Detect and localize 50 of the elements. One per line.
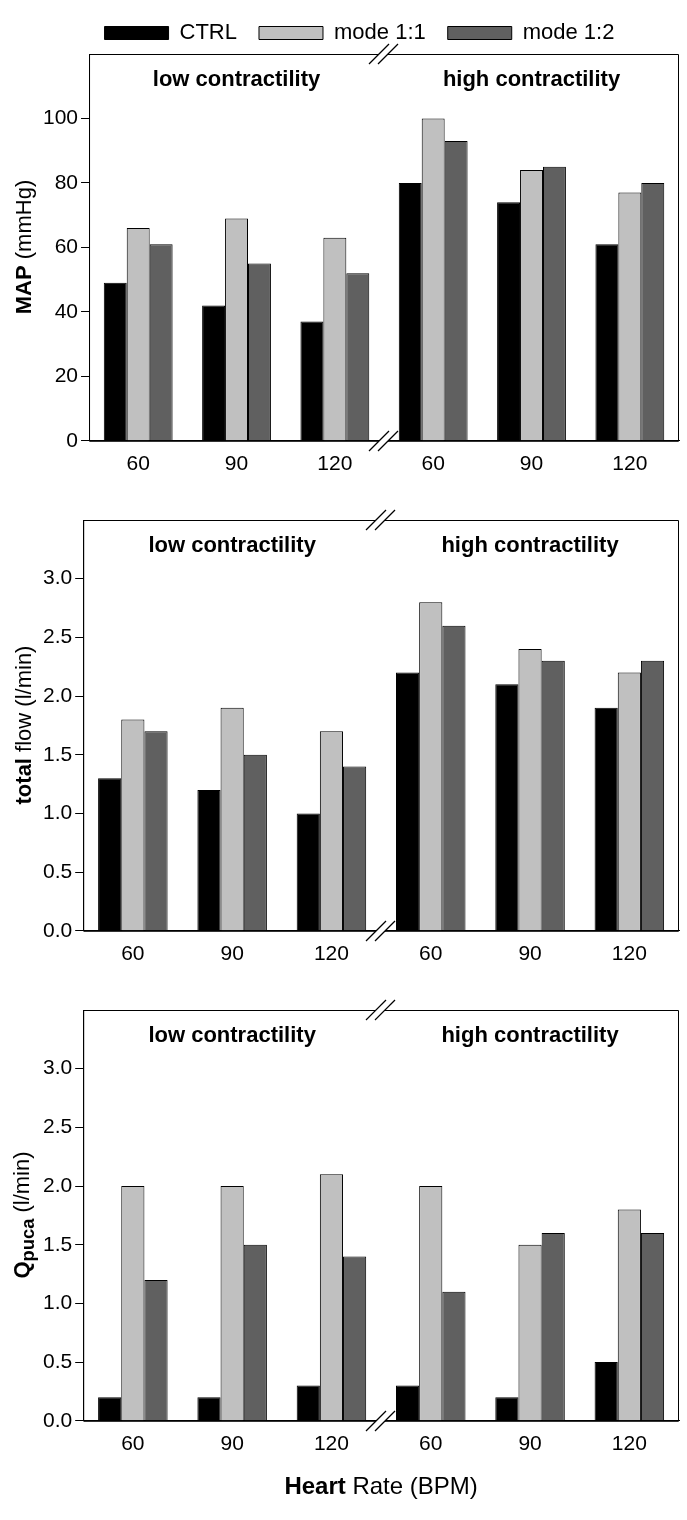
- legend-label: CTRL: [179, 19, 237, 45]
- x-tick-label: 60: [121, 941, 145, 965]
- x-tick-label: 60: [126, 451, 150, 475]
- y-tick-label: 2.0: [42, 682, 73, 706]
- x-axis-title: Heart Rate (BPM): [284, 1472, 478, 1500]
- x-tick-label: 90: [518, 1431, 542, 1455]
- x-tick-label: 120: [612, 451, 648, 475]
- x-tick-label: 60: [419, 1431, 443, 1455]
- y-tick-label: 20: [54, 363, 79, 387]
- y-axis-title: total flow (l/min): [11, 645, 37, 805]
- y-tick-label: 1.0: [42, 800, 73, 824]
- x-tick-label: 90: [220, 1431, 244, 1455]
- x-tick-label: 60: [421, 451, 445, 475]
- x-tick-label: 120: [317, 451, 353, 475]
- x-tick-label: 120: [611, 1431, 647, 1455]
- annotation: low contractility: [148, 532, 317, 558]
- x-tick-label: 60: [121, 1431, 145, 1455]
- y-tick-label: 0: [66, 427, 79, 451]
- x-tick-label: 90: [518, 941, 542, 965]
- y-tick-label: 1.0: [42, 1290, 73, 1314]
- y-tick-label: 1.5: [42, 1231, 73, 1255]
- y-tick-label: 3.0: [42, 1055, 73, 1079]
- annotation: high contractility: [441, 1022, 620, 1048]
- y-tick-label: 0.5: [42, 1348, 73, 1372]
- annotation: high contractility: [442, 66, 621, 92]
- x-tick-label: 90: [519, 451, 544, 475]
- x-tick-label: 120: [611, 941, 647, 965]
- legend-label: mode 1:1: [334, 19, 426, 45]
- y-tick-label: 60: [54, 234, 79, 258]
- y-tick-label: 100: [42, 105, 79, 129]
- x-tick-label: 90: [220, 941, 244, 965]
- legend-label: mode 1:2: [522, 19, 615, 45]
- y-tick-label: 2.0: [42, 1172, 73, 1196]
- y-tick-label: 1.5: [42, 741, 73, 765]
- y-tick-label: 2.5: [42, 624, 73, 648]
- y-tick-label: 40: [54, 298, 79, 322]
- y-tick-label: 0.0: [42, 917, 73, 941]
- y-tick-label: 0.0: [42, 1407, 73, 1431]
- y-tick-label: 2.5: [42, 1114, 73, 1138]
- annotation: low contractility: [148, 1022, 317, 1048]
- x-tick-label: 60: [419, 941, 443, 965]
- x-tick-label: 120: [313, 1431, 349, 1455]
- y-tick-label: 80: [54, 169, 79, 193]
- x-tick-label: 90: [224, 451, 249, 475]
- x-tick-label: 120: [313, 941, 349, 965]
- annotation: low contractility: [152, 66, 322, 92]
- y-axis-title: MAP (mmHg): [11, 180, 37, 315]
- y-tick-label: 3.0: [42, 565, 73, 589]
- y-tick-label: 0.5: [42, 858, 73, 882]
- annotation: high contractility: [441, 532, 620, 558]
